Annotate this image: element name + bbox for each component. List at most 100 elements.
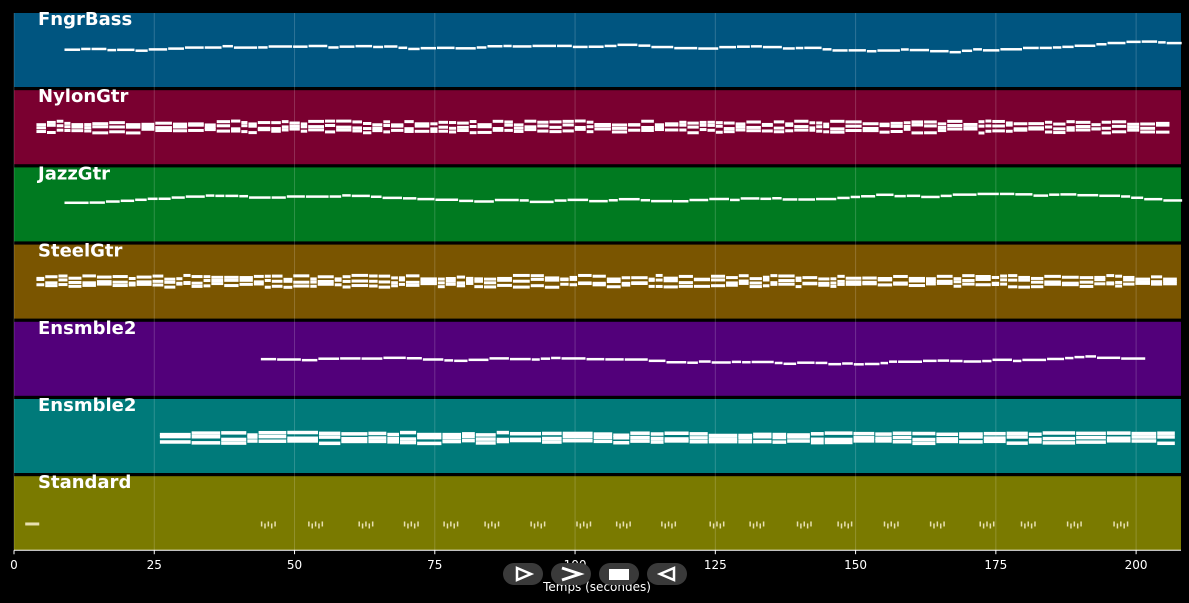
note: [128, 276, 136, 280]
note: [837, 274, 845, 278]
note: [893, 282, 908, 286]
note: [1140, 130, 1156, 134]
note: [308, 128, 325, 132]
note: [524, 119, 537, 123]
note: [474, 277, 483, 281]
forward-button[interactable]: [551, 563, 591, 585]
note: [749, 521, 751, 527]
note: [992, 119, 1005, 123]
note: [1091, 127, 1101, 131]
note: [671, 523, 673, 529]
note: [866, 49, 877, 53]
note: [906, 194, 921, 198]
x-tick-label: 200: [1125, 558, 1148, 572]
note: [1066, 126, 1075, 130]
note: [92, 131, 109, 135]
note: [593, 435, 613, 440]
note: [936, 281, 953, 285]
note: [438, 129, 449, 133]
note: [621, 283, 631, 287]
note: [442, 439, 462, 444]
note: [1047, 357, 1065, 361]
note: [735, 128, 746, 132]
note: [648, 359, 666, 363]
note: [606, 280, 621, 284]
note: [184, 46, 204, 49]
note: [1115, 280, 1123, 284]
note: [363, 131, 372, 135]
note: [105, 200, 120, 203]
note: [391, 284, 398, 288]
note: [257, 128, 271, 132]
note: [1076, 435, 1106, 440]
note: [936, 439, 959, 444]
note: [300, 122, 308, 126]
note: [164, 280, 176, 284]
note: [664, 123, 679, 127]
note: [569, 283, 578, 287]
note: [1116, 523, 1119, 529]
note: [572, 45, 588, 49]
note: [628, 123, 641, 127]
note: [443, 521, 445, 527]
note: [759, 523, 761, 529]
note: [270, 523, 273, 529]
note: [845, 129, 862, 133]
note: [351, 279, 369, 283]
note: [321, 521, 324, 527]
note: [1000, 282, 1008, 286]
note: [592, 281, 606, 285]
note: [352, 120, 363, 124]
note: [823, 125, 830, 129]
note: [308, 125, 325, 129]
note: [264, 285, 271, 289]
note: [1030, 523, 1033, 529]
back-button[interactable]: [647, 563, 687, 585]
note: [155, 121, 172, 125]
note: [540, 357, 551, 360]
note: [260, 357, 277, 361]
note: [368, 523, 371, 529]
note: [264, 523, 266, 529]
note: [912, 437, 936, 442]
note: [96, 282, 112, 286]
note: [925, 277, 936, 281]
note: [203, 275, 211, 279]
note: [92, 122, 109, 126]
note: [271, 274, 283, 278]
note: [982, 49, 1000, 52]
note: [141, 127, 155, 131]
note: [687, 361, 698, 364]
note: [837, 521, 839, 527]
note: [687, 131, 699, 135]
play-button[interactable]: [503, 563, 543, 585]
note: [422, 358, 444, 361]
note: [630, 439, 650, 443]
note: [89, 201, 105, 204]
note: [782, 47, 795, 50]
note: [445, 277, 456, 281]
note: [726, 281, 738, 285]
note: [530, 274, 544, 278]
note: [894, 194, 906, 198]
note: [82, 281, 96, 285]
note: [382, 196, 402, 200]
note: [824, 431, 853, 435]
note: [469, 120, 477, 124]
note: [351, 284, 369, 288]
note: [937, 359, 950, 362]
note: [340, 357, 361, 360]
note: [1044, 125, 1053, 129]
note: [864, 362, 880, 366]
note: [314, 521, 317, 527]
note: [216, 129, 231, 133]
note: [159, 432, 191, 437]
note: [136, 275, 152, 279]
note: [1034, 521, 1036, 527]
note: [762, 278, 770, 282]
note: [1070, 523, 1072, 529]
note: [818, 283, 830, 287]
stop-button[interactable]: [599, 563, 639, 585]
note: [953, 280, 962, 284]
note: [334, 278, 342, 282]
